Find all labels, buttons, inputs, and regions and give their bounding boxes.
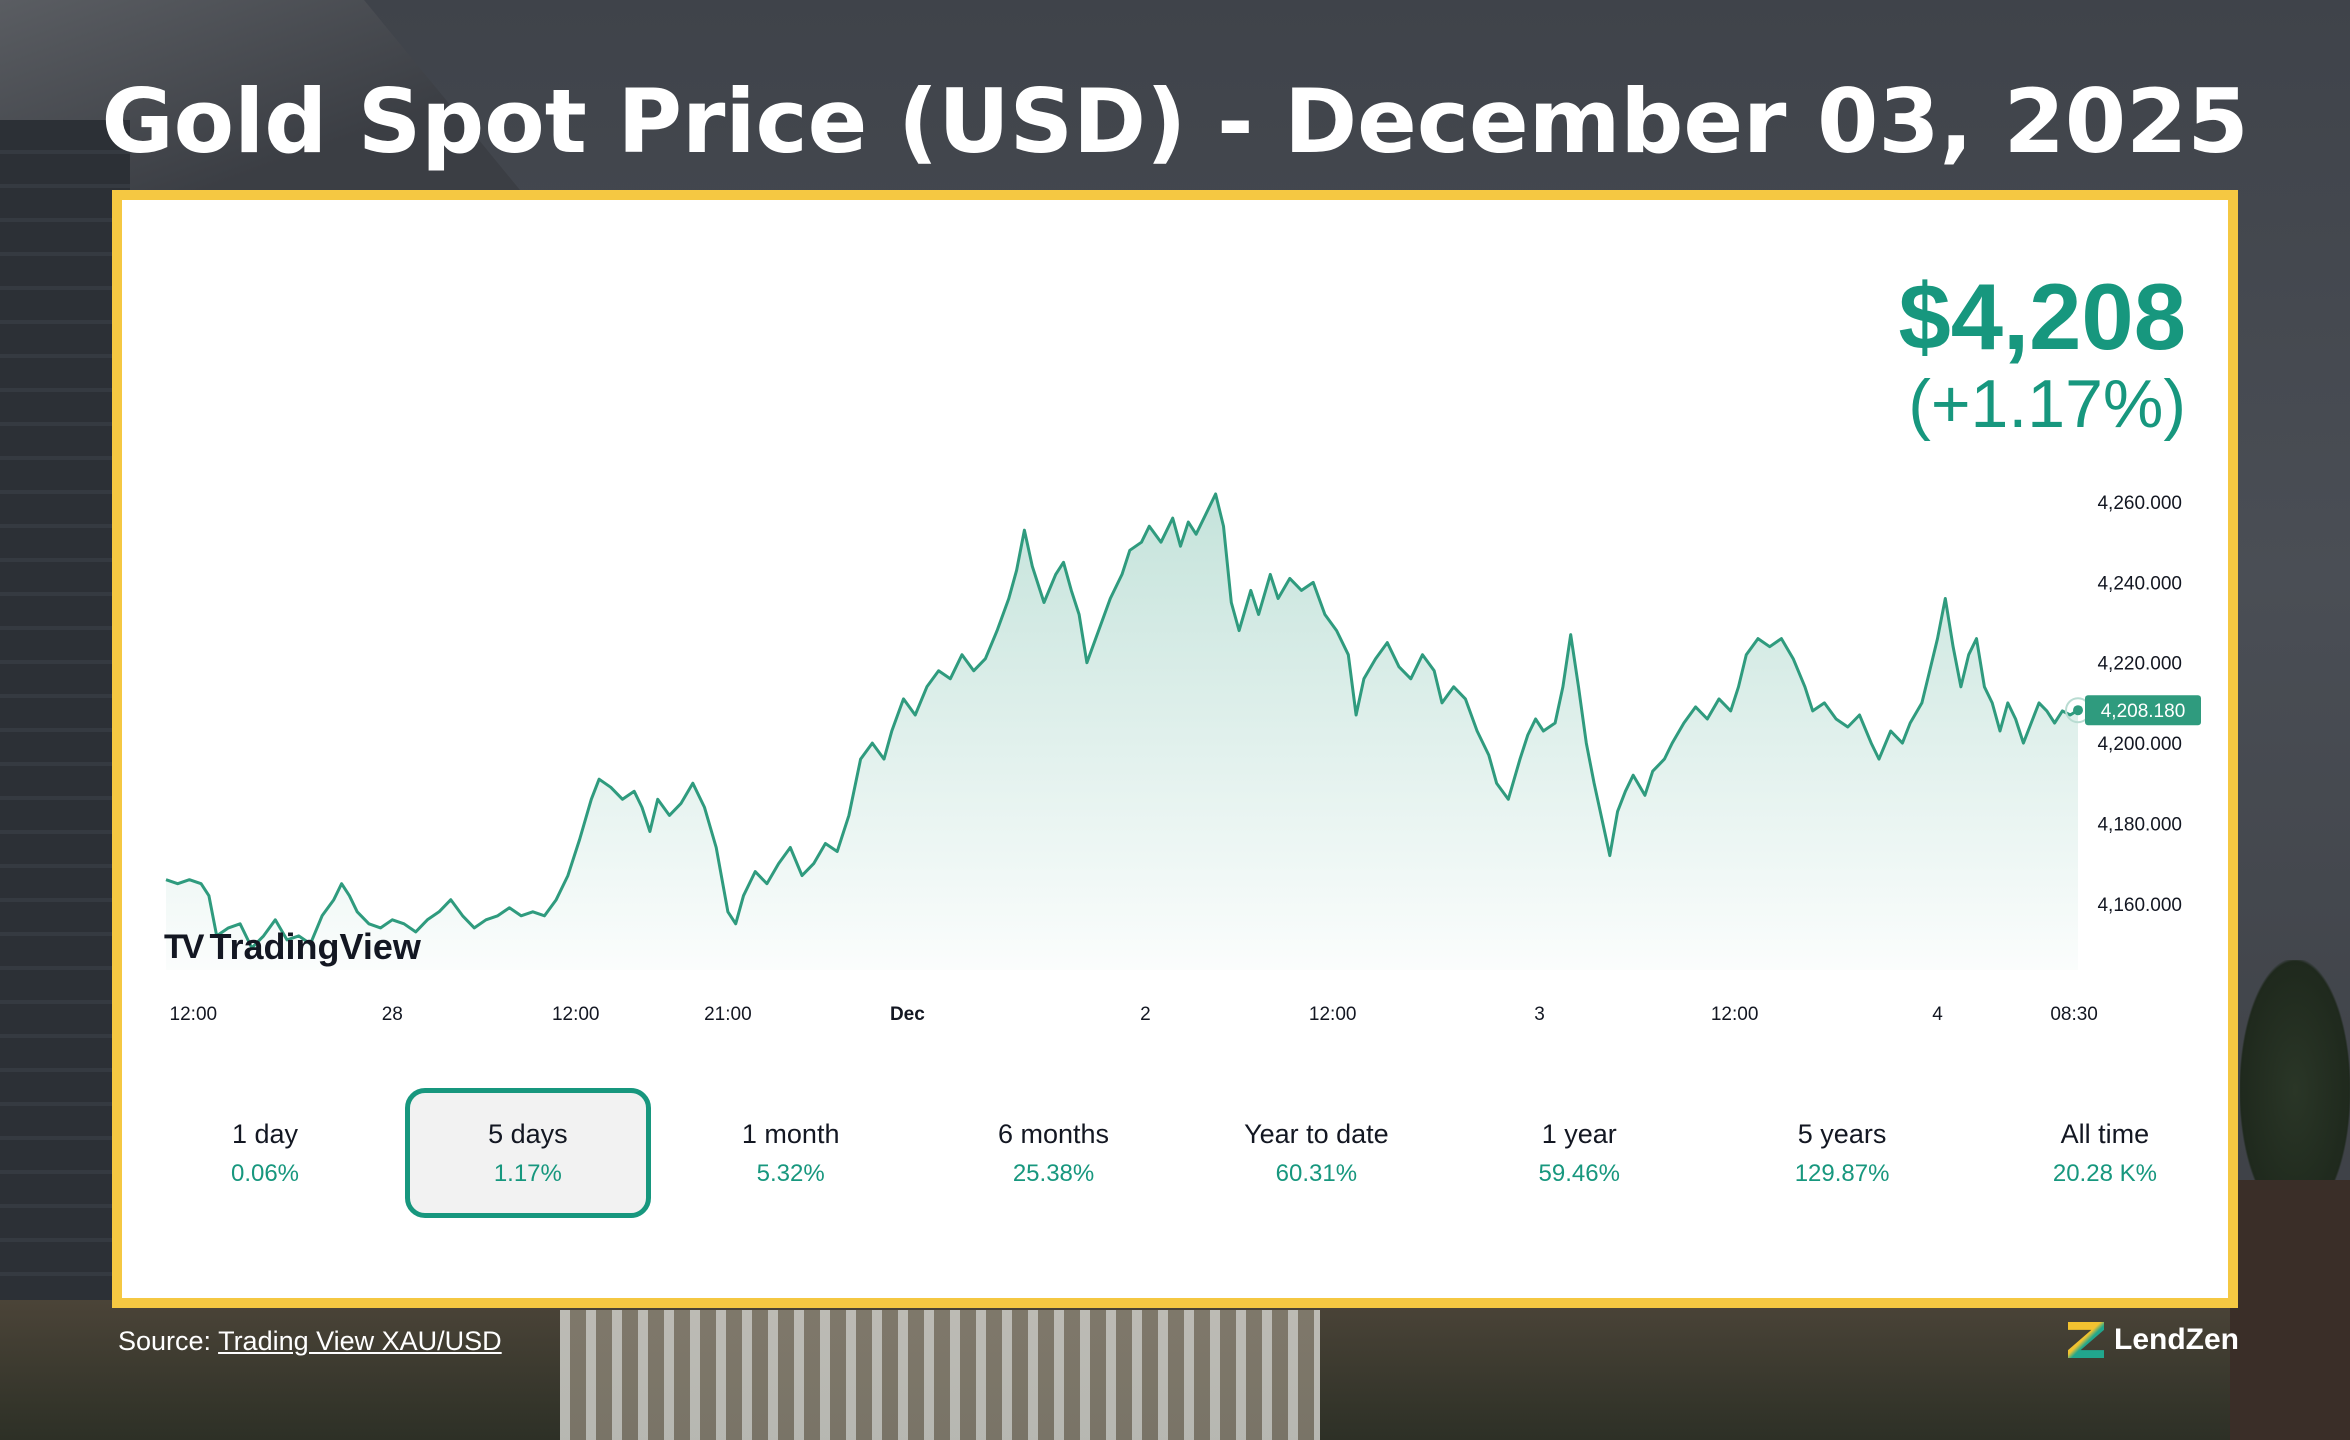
period-button-1-year[interactable]: 1 year 59.46% [1456,1088,1702,1218]
x-tick-label: Dec [890,1004,925,1025]
x-tick-label: 3 [1534,1004,1545,1025]
last-price-label: 4,208.180 [2101,701,2186,722]
period-change: 129.87% [1794,1159,1890,1187]
x-tick-label: 4 [1932,1004,1943,1025]
brand-logo: LendZen [2068,1322,2239,1358]
y-tick-label: 4,160.000 [2097,895,2182,916]
source-link[interactable]: Trading View XAU/USD [218,1326,502,1356]
background-house-right [2230,1180,2350,1440]
period-button-5-days[interactable]: 5 days 1.17% [404,1088,651,1218]
period-change: 0.06% [230,1159,300,1187]
chart-panel: $4,208 (+1.17%) 4,160.000 4,180.000 4,200.… [112,190,2238,1308]
x-tick-label: 28 [382,1004,403,1025]
period-label: 1 year [1541,1118,1617,1149]
tradingview-logo: TV TradingView [164,926,421,968]
y-tick-label: 4,260.000 [2097,493,2182,514]
x-tick-label: 12:00 [1309,1004,1357,1025]
current-price: $4,208 [1898,264,2186,369]
period-change: 59.46% [1538,1159,1620,1187]
x-tick-label: 2 [1140,1004,1151,1025]
last-price-dot [2073,705,2083,716]
period-change: 20.28 K% [2052,1159,2157,1187]
period-label: Year to date [1244,1118,1389,1149]
period-button-6-months[interactable]: 6 months 25.38% [931,1088,1177,1218]
y-tick-label: 4,220.000 [2097,654,2182,675]
tradingview-wordmark: TradingView [209,926,421,967]
background-house-siding [0,120,130,1440]
source-prefix: Source: [118,1326,219,1356]
y-tick-label: 4,200.000 [2097,734,2182,755]
y-tick-label: 4,240.000 [2097,573,2182,594]
last-price-badge [2085,695,2201,726]
period-change: 5.32% [756,1159,825,1187]
period-change: 25.38% [1012,1159,1095,1187]
period-change: 60.31% [1275,1159,1358,1187]
price-chart[interactable]: 4,160.000 4,180.000 4,200.000 4,220.000 4,24… [122,200,2228,1298]
period-button-all-time[interactable]: All time 20.28 K% [1982,1088,2228,1218]
period-selector: 1 day 0.06% 5 days 1.17% 1 month 5.32% 6 month… [142,1088,2228,1218]
price-line [165,492,2079,950]
x-tick-label: 08:30 [2050,1004,2098,1025]
period-button-1-day[interactable]: 1 day 0.06% [142,1088,388,1218]
price-area-fill [166,494,2078,970]
source-note: Source: Trading View XAU/USD [118,1326,502,1357]
price-block: $4,208 (+1.17%) [1898,270,2186,446]
period-label: 1 month [741,1118,840,1149]
tradingview-mark-icon: TV [164,927,204,966]
y-tick-label: 4,180.000 [2097,814,2182,835]
period-button-1-month[interactable]: 1 month 5.32% [668,1088,914,1218]
period-label: 5 years [1797,1118,1887,1149]
x-tick-label: 12:00 [552,1004,600,1025]
x-tick-label: 12:00 [1711,1004,1759,1025]
lendzen-z-icon [2068,1322,2104,1358]
price-change: (+1.17%) [1908,366,2186,442]
x-tick-label: 21:00 [704,1004,752,1025]
background-fence [560,1310,1320,1440]
period-label: All time [2060,1118,2150,1149]
period-label: 6 months [998,1118,1110,1149]
period-label: 5 days [488,1118,568,1149]
period-button-year-to-date[interactable]: Year to date 60.31% [1193,1088,1439,1218]
brand-name: LendZen [2114,1323,2239,1356]
page-title: Gold Spot Price (USD) - December 03, 202… [101,70,2249,173]
x-tick-label: 12:00 [170,1004,218,1025]
background-tree [2240,960,2350,1220]
period-label: 1 day [231,1118,299,1149]
period-button-5-years[interactable]: 5 years 129.87% [1719,1088,1965,1218]
period-change: 1.17% [493,1159,562,1187]
